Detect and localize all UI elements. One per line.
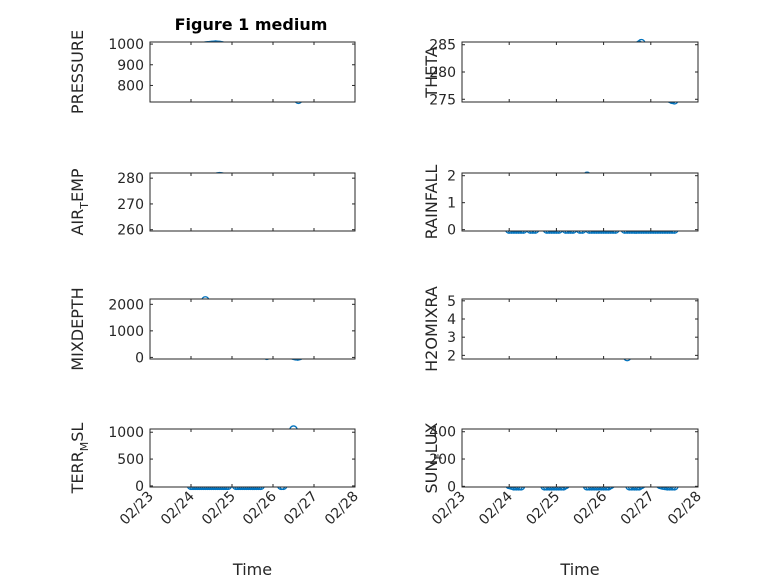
y-tick-label: 2 bbox=[447, 348, 456, 364]
x-tick-label: 02/25 bbox=[523, 489, 563, 529]
y-tick-label: 800 bbox=[117, 78, 144, 94]
y-tick-label: 2000 bbox=[108, 297, 144, 313]
y-tick-label: 260 bbox=[117, 223, 144, 239]
axes-box bbox=[149, 298, 356, 360]
y-tick-label: 1 bbox=[447, 196, 456, 212]
y-axis-label: AIRTEMP bbox=[68, 168, 91, 235]
axes-box bbox=[461, 172, 699, 232]
y-tick-label: 900 bbox=[117, 58, 144, 74]
subplot-6: 2 3 4 5 H2OMIXRA bbox=[422, 286, 699, 372]
y-tick-label: 275 bbox=[429, 92, 456, 108]
y-axis-label: TERRMSL bbox=[68, 423, 91, 495]
y-tick-label: 1000 bbox=[108, 324, 144, 340]
axes-box bbox=[149, 41, 356, 103]
y-axis-label: MIXDEPTH bbox=[68, 287, 87, 370]
x-tick-label: 02/27 bbox=[281, 489, 321, 529]
y-tick-label: 0 bbox=[447, 479, 456, 495]
x-tick-label: 02/26 bbox=[240, 488, 280, 528]
y-tick-label: 280 bbox=[117, 171, 144, 187]
y-axis-label: PRESSURE bbox=[68, 30, 87, 114]
subplot-3: 260 270 280 AIRTEMP bbox=[68, 168, 356, 239]
subplot-5: 0 1000 2000 MIXDEPTH bbox=[68, 287, 356, 371]
y-tick-label: 270 bbox=[117, 197, 144, 213]
axes-box bbox=[461, 41, 699, 103]
y-tick-label: 0 bbox=[447, 223, 456, 239]
y-tick-label: 3 bbox=[447, 330, 456, 346]
y-tick-label: 4 bbox=[447, 312, 456, 328]
y-axis-label: H2OMIXRA bbox=[422, 286, 441, 372]
x-tick-label: 02/24 bbox=[158, 488, 198, 528]
axes-box bbox=[461, 298, 699, 360]
figure-title: Figure 1 medium bbox=[175, 15, 328, 34]
x-tick-label: 02/26 bbox=[571, 488, 611, 528]
x-tick-label: 02/24 bbox=[476, 488, 516, 528]
axes-box bbox=[149, 428, 356, 488]
y-tick-label: 500 bbox=[117, 452, 144, 468]
subplot-1: 800 900 1000 PRESSURE bbox=[68, 30, 356, 114]
y-tick-label: 1000 bbox=[108, 37, 144, 53]
y-tick-label: 1000 bbox=[108, 425, 144, 441]
axes-box bbox=[461, 428, 699, 488]
y-tick-label: 0 bbox=[135, 350, 144, 366]
y-axis-label: SUNFLUX bbox=[422, 422, 445, 493]
y-tick-label: 5 bbox=[447, 294, 456, 310]
x-tick-label: 02/28 bbox=[665, 489, 705, 529]
y-axis-label: THETA bbox=[422, 46, 441, 98]
y-tick-label: 2 bbox=[447, 169, 456, 185]
x-tick-label: 02/27 bbox=[618, 489, 658, 529]
y-tick-label: 285 bbox=[429, 38, 456, 54]
axes-box bbox=[149, 172, 356, 232]
y-tick-label: 200 bbox=[429, 452, 456, 468]
x-tick-label: 02/28 bbox=[322, 489, 362, 529]
y-tick-label: 400 bbox=[429, 425, 456, 441]
x-axis-label: Time bbox=[232, 560, 272, 579]
x-tick-label: 02/25 bbox=[199, 489, 239, 529]
y-tick-label: 0 bbox=[135, 479, 144, 495]
y-tick-label: 280 bbox=[429, 65, 456, 81]
y-axis-label: RAINFALL bbox=[422, 165, 441, 240]
subplot-4: 0 1 2 RAINFALL bbox=[422, 165, 699, 240]
x-axis-label: Time bbox=[559, 560, 599, 579]
